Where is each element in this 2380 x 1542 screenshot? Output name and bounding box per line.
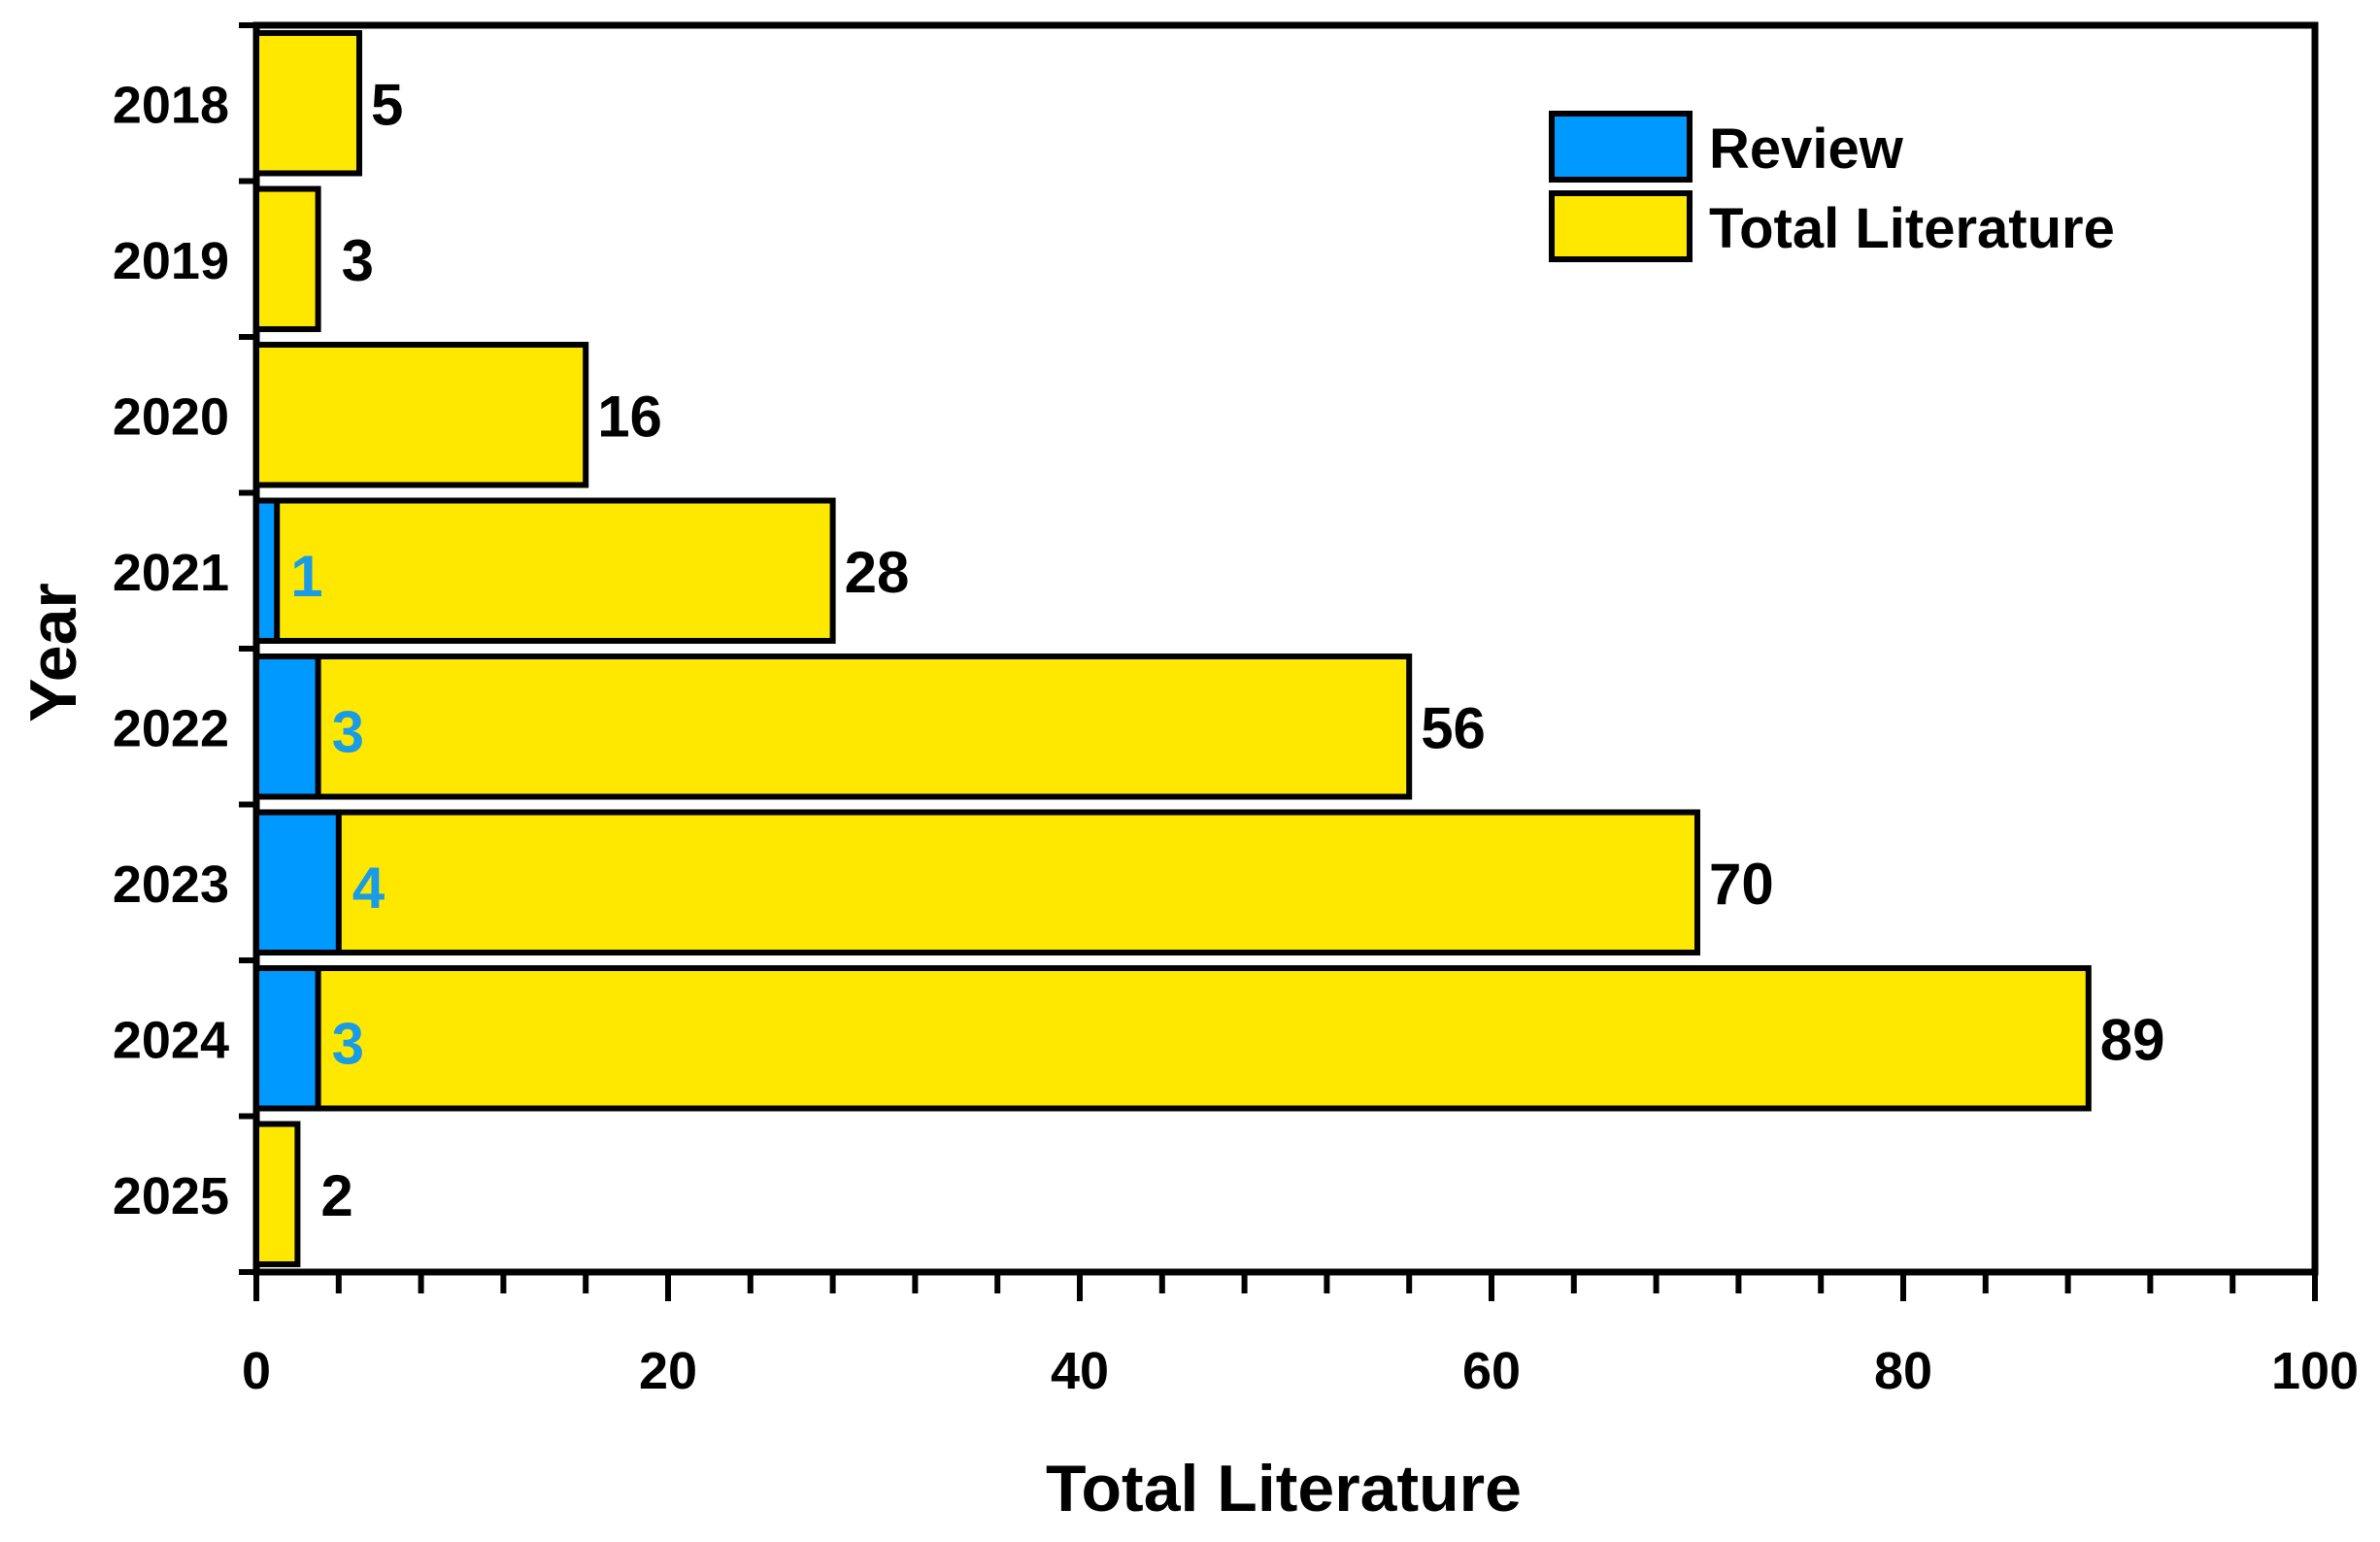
x-tick-label-40: 40 [1051, 1342, 1109, 1400]
y-tick-label-2024: 2024 [113, 1011, 229, 1069]
x-tick-label-80: 80 [1874, 1342, 1932, 1400]
review-value-label-2021: 1 [290, 544, 322, 609]
y-tick-label-2021: 2021 [113, 544, 229, 602]
bar-review-2023 [253, 809, 342, 955]
x-tick-label-60: 60 [1462, 1342, 1521, 1400]
bar-total-2019 [253, 185, 321, 332]
bar-review-2021 [253, 497, 281, 644]
bar-total-2023 [253, 809, 1700, 955]
legend-swatch-total [1549, 190, 1693, 262]
review-value-label-2023: 4 [352, 855, 385, 921]
bar-review-2022 [253, 654, 321, 800]
value-labels: 5 3 16 1 28 3 56 4 70 3 89 2 [290, 72, 2164, 1228]
y-tick-label-2022: 2022 [113, 699, 229, 757]
x-tick-label-100: 100 [2271, 1342, 2359, 1400]
bar-review-2024 [253, 965, 321, 1112]
legend: Review Total Literature [1549, 111, 2115, 262]
x-tick-label-0: 0 [242, 1342, 271, 1400]
review-value-label-2022: 3 [332, 699, 364, 764]
y-tick-label-2019: 2019 [113, 232, 229, 290]
bar-total-2025 [253, 1121, 301, 1267]
x-axis: 0 20 40 60 80 100 [242, 1272, 2359, 1400]
bars-layer [253, 30, 2092, 1267]
total-value-label-2019: 3 [342, 228, 374, 293]
total-value-label-2023: 70 [1709, 852, 1774, 917]
total-value-label-2021: 28 [845, 540, 910, 605]
legend-label-total: Total Literature [1709, 197, 2115, 260]
bar-total-2018 [253, 30, 362, 177]
x-tick-label-20: 20 [639, 1342, 697, 1400]
y-tick-label-2020: 2020 [113, 387, 229, 446]
total-value-label-2020: 16 [597, 384, 662, 449]
legend-swatch-review [1549, 111, 1693, 183]
bar-total-2020 [253, 342, 589, 488]
total-value-label-2024: 89 [2100, 1007, 2165, 1072]
y-axis: 2018 2019 2020 2021 2022 2023 2024 2025 [113, 22, 256, 1275]
bar-total-2024 [253, 965, 2092, 1112]
y-axis-title: Year [17, 583, 90, 722]
y-tick-label-2025: 2025 [113, 1167, 229, 1225]
total-value-label-2025: 2 [320, 1163, 352, 1228]
review-value-label-2024: 3 [332, 1011, 364, 1076]
y-tick-label-2023: 2023 [113, 855, 229, 914]
bar-total-2022 [253, 654, 1413, 800]
x-axis-title: Total Literature [1046, 1452, 1522, 1525]
legend-label-review: Review [1709, 117, 1904, 181]
total-value-label-2018: 5 [371, 72, 403, 137]
total-value-label-2022: 56 [1421, 695, 1486, 760]
y-tick-label-2018: 2018 [113, 76, 229, 134]
bar-total-2021 [253, 497, 836, 644]
